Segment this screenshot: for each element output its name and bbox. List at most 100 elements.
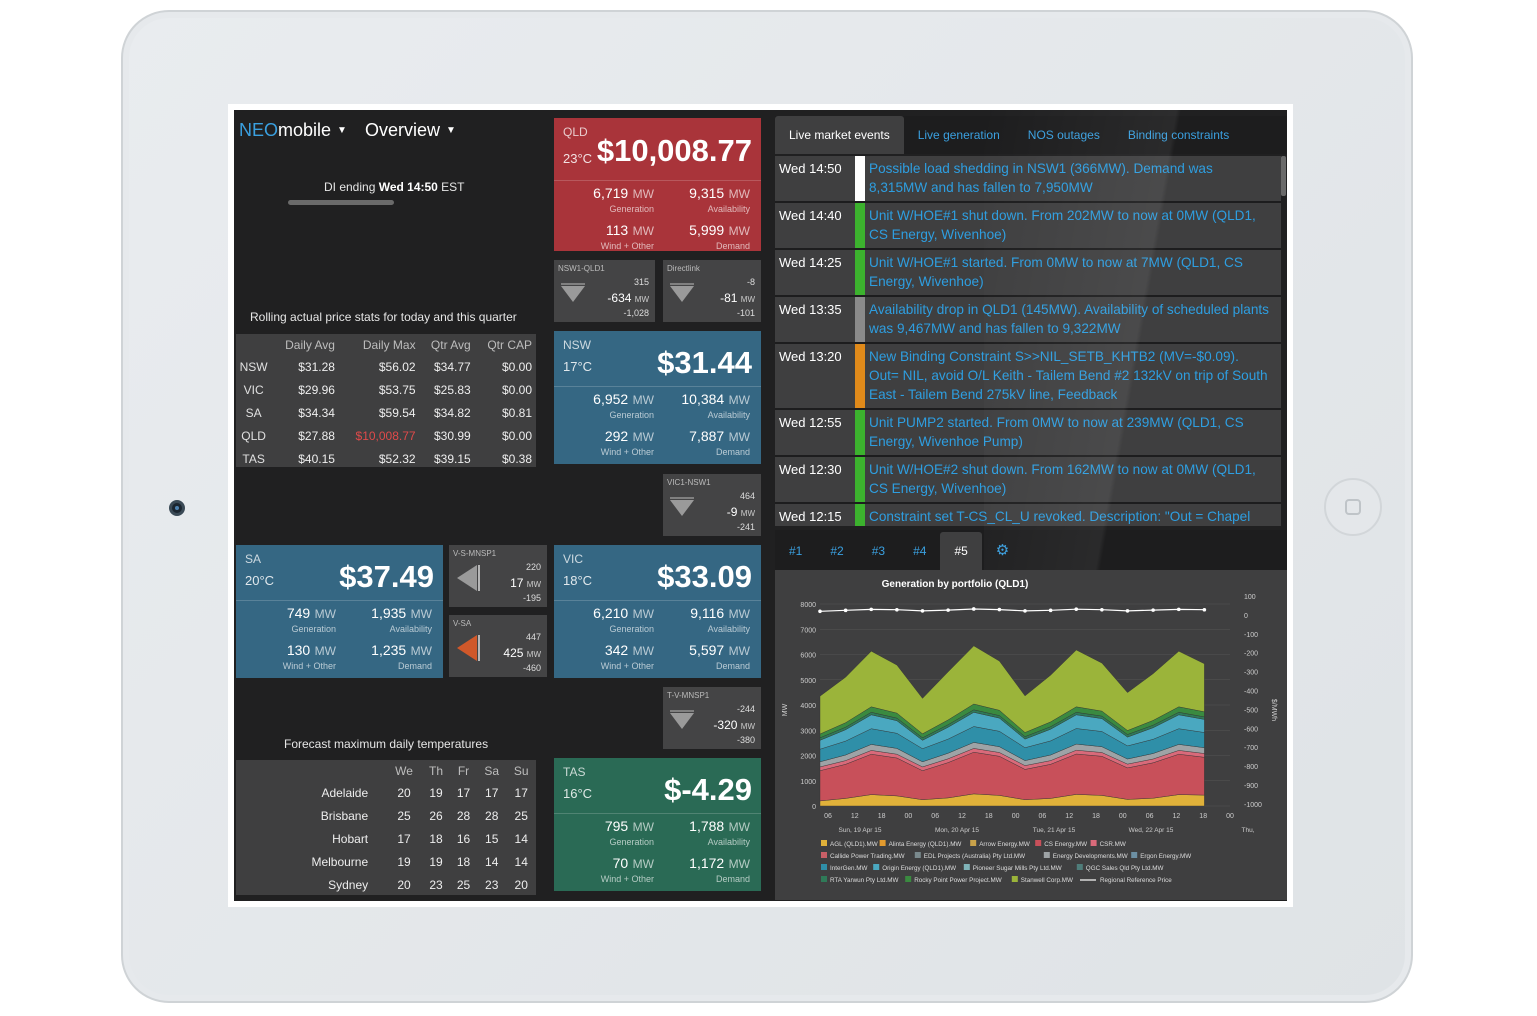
event-time: Wed 14:40 bbox=[779, 208, 842, 223]
price-point bbox=[1023, 609, 1027, 613]
metric-label: Demand bbox=[715, 447, 750, 457]
interconnector-limit-bottom: -195 bbox=[522, 593, 541, 603]
temp-value: 18 bbox=[456, 854, 471, 869]
chart-tab-2[interactable]: #2 bbox=[830, 544, 844, 558]
chart-tab-1[interactable]: #1 bbox=[789, 544, 803, 558]
metric-value: 795 bbox=[604, 818, 629, 834]
metric-label: Availability bbox=[389, 624, 432, 634]
region-label: NSW bbox=[239, 359, 268, 374]
metric-label: Wind + Other bbox=[600, 874, 654, 884]
tab-binding-constraints[interactable]: Binding constraints bbox=[1127, 128, 1230, 142]
chart-tab-5[interactable]: #5 bbox=[940, 532, 982, 570]
temp-value: 28 bbox=[485, 808, 499, 823]
table-row: Brisbane 25 26 28 28 25 bbox=[236, 804, 536, 827]
interconnector-vs-mnsp[interactable]: V-S-MNSP1 220 17 MW -195 bbox=[449, 545, 547, 607]
price-point bbox=[1048, 608, 1053, 613]
event-message[interactable]: Availability drop in QLD1 (145MW). Avail… bbox=[869, 302, 1269, 336]
region-card-qld[interactable]: QLD 23°C $10,008.77 6,719 MW Generation 9,315… bbox=[554, 118, 761, 251]
stats-col-header bbox=[236, 334, 271, 355]
event-message[interactable]: New Binding Constraint S>>NIL_SETB_KHTB2… bbox=[869, 349, 1268, 402]
table-row: SA $34.34 $59.54 $34.82 $0.81 bbox=[236, 401, 536, 424]
legend-label: Callide Power Trading.MW bbox=[830, 853, 905, 860]
region-card-vic[interactable]: VIC 18°C $33.09 6,210 MW Generation 9,116 MW A… bbox=[554, 545, 761, 678]
region-temp: 18°C bbox=[563, 573, 592, 588]
legend-label: EDL Projects (Australia) Pty Ltd.MW bbox=[924, 853, 1025, 860]
metric-value: 6,952 bbox=[593, 391, 629, 407]
chevron-down-icon[interactable]: ▼ bbox=[337, 124, 347, 136]
list-item[interactable]: Wed 14:25 Unit W/HOE#1 started. From 0MW … bbox=[775, 250, 1281, 297]
temp-unit: °C bbox=[259, 573, 275, 588]
stat-value: $29.96 bbox=[298, 382, 335, 397]
region-temp: 16°C bbox=[563, 786, 592, 801]
stat-value: $0.00 bbox=[501, 382, 532, 397]
list-item[interactable]: Wed 14:40 Unit W/HOE#1 shut down. From 20… bbox=[775, 203, 1281, 250]
tab-live-market-events[interactable]: Live market events bbox=[775, 116, 904, 154]
legend-swatch bbox=[905, 876, 912, 882]
metric-demand: 5,597 MW Demand bbox=[660, 642, 750, 671]
legend-swatch bbox=[1043, 852, 1050, 858]
table-row: Adelaide 20 19 17 17 17 bbox=[236, 781, 536, 804]
region-price: $10,008.77 bbox=[596, 133, 752, 168]
arrow-down-icon bbox=[668, 494, 698, 529]
interconnector-limit-top: 220 bbox=[525, 562, 541, 572]
flow-value: -320 bbox=[713, 718, 738, 732]
temp-value: 20 bbox=[514, 877, 528, 892]
stat-value: $0.00 bbox=[501, 359, 532, 374]
list-item[interactable]: Wed 12:55 Unit PUMP2 started. From 0MW to… bbox=[775, 410, 1281, 457]
legend-label: AGL (QLD1).MW bbox=[830, 841, 878, 848]
legend-label: Alinta Energy (QLD1).MW bbox=[889, 841, 962, 848]
event-message[interactable]: Unit W/HOE#1 started. From 0MW to now at… bbox=[869, 255, 1243, 289]
list-item[interactable]: Wed 12:30 Unit W/HOE#2 shut down. From 16… bbox=[775, 457, 1281, 504]
metric-unit: MW bbox=[728, 857, 750, 871]
interconnector-v-sa[interactable]: V-SA 447 425 MW -460 bbox=[449, 615, 547, 677]
interconnector-vic-nsw[interactable]: VIC1-NSW1 464 -9 MW -241 bbox=[663, 474, 761, 536]
interconnector-nsw-qld[interactable]: NSW1-QLD1 315 -634 MW -1,028 bbox=[554, 260, 655, 322]
metric-unit: MW bbox=[410, 607, 432, 621]
day-header: Fr bbox=[457, 763, 470, 778]
event-message[interactable]: Unit PUMP2 started. From 0MW to now at 2… bbox=[869, 415, 1244, 449]
x-date-label: Wed, 22 Apr 15 bbox=[1129, 827, 1174, 834]
region-card-nsw[interactable]: NSW 17°C $31.44 6,952 MW Generation 10,384 MW… bbox=[554, 331, 761, 464]
stat-value: $52.32 bbox=[378, 451, 416, 466]
x-tick-label: 12 bbox=[958, 813, 966, 820]
y-tick-label: 8000 bbox=[800, 602, 816, 609]
home-button[interactable] bbox=[1324, 478, 1382, 536]
chevron-down-icon[interactable]: ▼ bbox=[445, 124, 456, 136]
price-point bbox=[818, 609, 822, 614]
chart-tab-4[interactable]: #4 bbox=[913, 544, 927, 558]
event-time: Wed 13:35 bbox=[779, 302, 842, 317]
interconnector-tv-mnsp[interactable]: T-V-MNSP1 -244 -320 MW -380 bbox=[663, 687, 761, 749]
interconnector-name: T-V-MNSP1 bbox=[667, 691, 710, 700]
event-message[interactable]: Unit W/HOE#1 shut down. From 202MW to no… bbox=[869, 208, 1256, 242]
events-list[interactable]: Wed 14:50 Possible load shedding in NSW1 … bbox=[775, 156, 1281, 526]
temp-value: 16 bbox=[456, 831, 471, 846]
table-row: VIC $29.96 $53.75 $25.83 $0.00 bbox=[236, 378, 536, 401]
list-item[interactable]: Wed 14:50 Possible load shedding in NSW1 … bbox=[775, 156, 1281, 203]
event-message[interactable]: Unit W/HOE#2 shut down. From 162MW to no… bbox=[869, 462, 1256, 496]
legend-label: InterGen.MW bbox=[830, 865, 867, 872]
day-header: Sa bbox=[484, 763, 500, 778]
event-message[interactable]: Constraint set T-CS_CL_U revoked. Descri… bbox=[869, 509, 1251, 524]
interconnector-directlink[interactable]: Directlink -8 -81 MW -101 bbox=[663, 260, 761, 322]
list-item[interactable]: Wed 12:15 Constraint set T-CS_CL_U revoke… bbox=[775, 504, 1281, 526]
list-item[interactable]: Wed 13:35 Availability drop in QLD1 (145M… bbox=[775, 297, 1281, 344]
region-card-tas[interactable]: TAS 16°C $-4.29 795 MW Generation 1,788 MW Ava… bbox=[554, 758, 761, 891]
arrow-down-icon bbox=[668, 280, 698, 315]
chart-tab-3[interactable]: #3 bbox=[871, 544, 886, 558]
view-menu[interactable]: Overview bbox=[364, 119, 440, 140]
region-card-sa[interactable]: SA 20°C $37.49 749 MW Generation 1,935 MW Avai… bbox=[236, 545, 443, 678]
temp-value: 20 bbox=[397, 785, 411, 800]
metric-generation: 795 MW Generation bbox=[564, 818, 654, 847]
brand-menu[interactable]: NEOmobile bbox=[239, 120, 331, 141]
legend-label: Rocky Point Power Project.MW bbox=[914, 877, 1002, 884]
stats-col-header: Daily Max bbox=[362, 337, 416, 352]
tab-live-generation[interactable]: Live generation bbox=[917, 128, 1000, 142]
metric-generation: 6,210 MW Generation bbox=[564, 605, 654, 634]
brand-neo: NEO bbox=[239, 119, 279, 140]
tab-nos-outages[interactable]: NOS outages bbox=[1027, 128, 1100, 142]
event-message[interactable]: Possible load shedding in NSW1 (366MW). … bbox=[869, 161, 1213, 195]
gear-icon[interactable]: ⚙ bbox=[995, 542, 1010, 559]
x-tick-label: 12 bbox=[1065, 813, 1073, 820]
events-scrollbar[interactable] bbox=[1281, 156, 1286, 196]
list-item[interactable]: Wed 13:20 New Binding Constraint S>>NIL_S… bbox=[775, 344, 1281, 410]
